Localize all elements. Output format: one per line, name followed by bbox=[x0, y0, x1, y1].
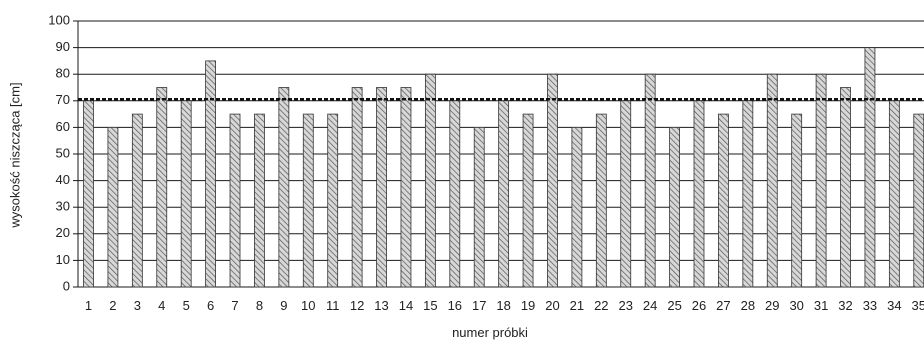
bar bbox=[840, 87, 851, 288]
x-tick-label: 24 bbox=[643, 298, 657, 313]
bar bbox=[815, 73, 827, 288]
bar bbox=[791, 113, 803, 288]
bar bbox=[595, 113, 607, 288]
x-tick-label: 15 bbox=[423, 298, 437, 313]
bar bbox=[888, 100, 900, 288]
x-tick-label: 2 bbox=[109, 298, 116, 313]
bar bbox=[400, 87, 412, 288]
bar bbox=[205, 60, 217, 288]
y-tick-label: 50 bbox=[56, 145, 70, 160]
y-tick-label: 100 bbox=[48, 12, 70, 27]
y-tick-label: 0 bbox=[63, 278, 70, 293]
x-tick-label: 1 bbox=[85, 298, 92, 313]
x-tick-label: 27 bbox=[716, 298, 730, 313]
bar bbox=[449, 100, 461, 288]
x-tick-label: 31 bbox=[814, 298, 828, 313]
x-axis-ticks: 1 2 3 4 5 6 7 8 9 10 11 12 13 14 15 16 17 18 19 20 21 22 23 24 2… bbox=[85, 298, 924, 313]
bar bbox=[913, 113, 924, 288]
bar bbox=[693, 100, 705, 288]
x-tick-label: 22 bbox=[594, 298, 608, 313]
y-tick-label: 80 bbox=[56, 66, 70, 81]
bar bbox=[864, 47, 876, 288]
y-tick-label: 30 bbox=[56, 199, 70, 214]
x-tick-label: 33 bbox=[863, 298, 877, 313]
bar bbox=[571, 127, 583, 288]
x-tick-label: 26 bbox=[692, 298, 706, 313]
x-tick-label: 25 bbox=[667, 298, 681, 313]
bar bbox=[156, 87, 168, 288]
y-axis-ticks: 0 10 20 30 40 50 60 70 80 90 100 bbox=[48, 12, 78, 293]
bar bbox=[498, 100, 510, 288]
bar bbox=[351, 87, 363, 288]
x-tick-label: 16 bbox=[448, 298, 462, 313]
x-tick-label: 35 bbox=[912, 298, 924, 313]
x-tick-label: 28 bbox=[741, 298, 755, 313]
bar bbox=[302, 113, 314, 288]
bar bbox=[424, 73, 436, 288]
x-tick-label: 29 bbox=[765, 298, 779, 313]
x-tick-label: 11 bbox=[326, 298, 340, 313]
bar bbox=[131, 113, 143, 288]
x-tick-label: 5 bbox=[183, 298, 190, 313]
bar bbox=[229, 113, 241, 288]
x-tick-label: 9 bbox=[280, 298, 287, 313]
x-tick-label: 20 bbox=[545, 298, 559, 313]
x-tick-label: 7 bbox=[231, 298, 238, 313]
x-tick-label: 19 bbox=[521, 298, 535, 313]
bar bbox=[669, 127, 680, 288]
x-tick-label: 18 bbox=[496, 298, 510, 313]
bar bbox=[278, 87, 290, 288]
y-tick-label: 40 bbox=[56, 172, 70, 187]
bar bbox=[766, 73, 778, 288]
bar bbox=[327, 113, 339, 288]
x-tick-label: 13 bbox=[374, 298, 388, 313]
bar bbox=[718, 113, 729, 288]
bar bbox=[473, 127, 485, 288]
bar bbox=[376, 87, 387, 288]
y-tick-label: 20 bbox=[56, 225, 70, 240]
bar bbox=[522, 113, 534, 288]
bar bbox=[254, 113, 265, 288]
x-tick-label: 12 bbox=[350, 298, 364, 313]
y-tick-label: 60 bbox=[56, 119, 70, 134]
x-tick-label: 34 bbox=[887, 298, 901, 313]
x-tick-label: 4 bbox=[158, 298, 165, 313]
bar bbox=[644, 73, 656, 288]
y-tick-label: 90 bbox=[56, 39, 70, 54]
bar bbox=[620, 100, 632, 288]
bar bbox=[107, 127, 119, 288]
bar bbox=[83, 100, 94, 288]
x-tick-label: 23 bbox=[619, 298, 633, 313]
x-tick-label: 17 bbox=[472, 298, 486, 313]
y-tick-label: 70 bbox=[56, 92, 70, 107]
bar bbox=[180, 100, 192, 288]
x-tick-label: 8 bbox=[256, 298, 263, 313]
bar bbox=[742, 100, 754, 288]
y-axis-label: wysokość niszcząca [cm] bbox=[7, 82, 22, 228]
x-tick-label: 30 bbox=[789, 298, 803, 313]
bars bbox=[83, 47, 924, 288]
x-axis-label: numer próbki bbox=[452, 325, 528, 340]
bar bbox=[547, 73, 558, 288]
x-tick-label: 14 bbox=[399, 298, 413, 313]
x-tick-label: 10 bbox=[301, 298, 315, 313]
x-tick-label: 3 bbox=[134, 298, 141, 313]
x-tick-label: 32 bbox=[838, 298, 852, 313]
y-tick-label: 10 bbox=[56, 252, 70, 267]
x-tick-label: 21 bbox=[570, 298, 584, 313]
x-tick-label: 6 bbox=[207, 298, 214, 313]
